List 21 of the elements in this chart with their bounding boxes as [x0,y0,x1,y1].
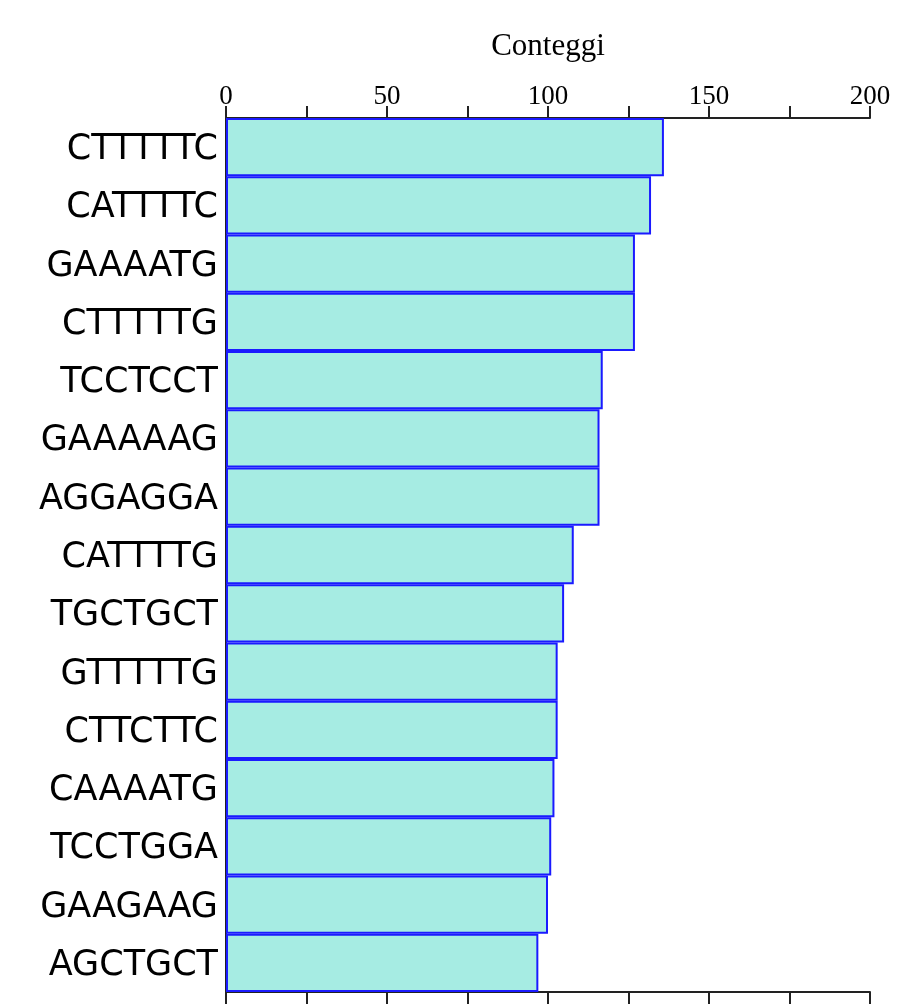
y-tick-label: TCCTGGA [49,826,219,867]
y-tick-label: GAAAATG [46,243,218,284]
x-tick-label: 100 [527,79,569,110]
y-tick-label: CAAAATG [49,768,218,809]
y-tick-label: GTTTTTG [60,651,218,692]
x-tick-label: 200 [849,79,891,110]
y-tick-label: CTTTTTC [66,127,218,168]
x-tick-label: 0 [219,79,233,110]
x-axis-title: Conteggi [491,27,606,62]
y-tick-label: TCCTCCT [59,360,219,401]
y-tick-label: AGGAGGA [38,476,219,517]
y-tick-label: AGCTGCT [48,942,219,983]
y-tick-label: CATTTTC [66,185,218,226]
y-tick-label: CTTCTTC [64,709,218,750]
y-tick-label: GAAAAAG [40,418,218,459]
y-tick-label: CTTTTTG [62,301,218,342]
x-tick-label: 50 [373,79,401,110]
x-tick-label: 150 [688,79,730,110]
y-tick-label: GAAGAAG [40,884,218,925]
y-tick-label: CATTTTG [61,535,218,575]
y-tick-label: TGCTGCT [49,593,219,634]
